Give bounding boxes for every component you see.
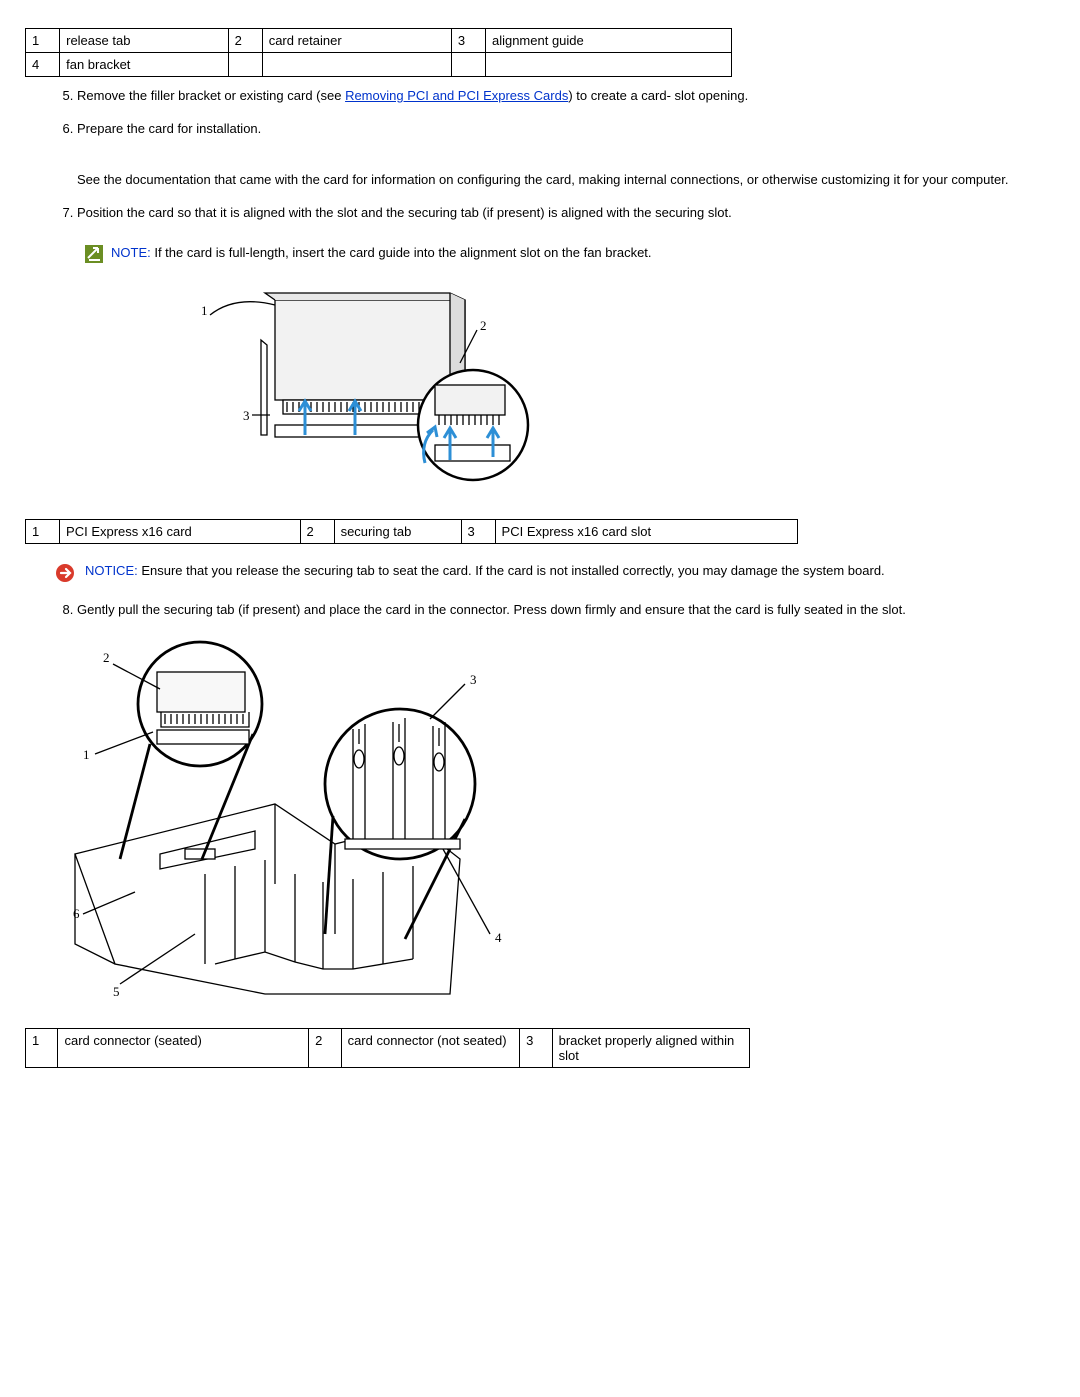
legend-label: bracket properly aligned within slot	[552, 1029, 749, 1068]
legend-num: 3	[520, 1029, 552, 1068]
legend-num	[228, 53, 262, 77]
legend-num: 1	[26, 1029, 58, 1068]
legend-label: card retainer	[262, 29, 451, 53]
legend-label: card connector (seated)	[58, 1029, 309, 1068]
step-7-text: Position the card so that it is aligned …	[77, 205, 732, 220]
step-5: Remove the filler bracket or existing ca…	[77, 87, 1055, 106]
step-8: Gently pull the securing tab (if present…	[77, 601, 1055, 620]
fig2-callout-3: 3	[470, 672, 477, 687]
legend-num: 1	[26, 520, 60, 544]
legend-label: PCI Express x16 card slot	[495, 520, 797, 544]
note-block: NOTE: If the card is full-length, insert…	[85, 244, 1055, 263]
notice-text: NOTICE: Ensure that you release the secu…	[85, 562, 885, 581]
legend-label: fan bracket	[60, 53, 228, 77]
note-icon	[85, 245, 103, 263]
legend-num: 2	[228, 29, 262, 53]
legend-label	[262, 53, 451, 77]
notice-label: NOTICE:	[85, 563, 138, 578]
legend-num: 1	[26, 29, 60, 53]
fig2-callout-6: 6	[73, 906, 80, 921]
legend-num: 4	[26, 53, 60, 77]
fig1-callout-2: 2	[480, 318, 487, 333]
legend-table-2: 1PCI Express x16 card2securing tab3PCI E…	[25, 519, 798, 544]
note-label: NOTE:	[111, 245, 151, 260]
figure-seated-brackets: 2 1 3 4 5 6	[65, 634, 1055, 1014]
legend-num: 3	[451, 29, 485, 53]
notice-icon	[55, 563, 75, 583]
fig2-callout-2: 2	[103, 650, 110, 665]
figure-card-insert: 1 3 2	[195, 285, 1055, 505]
fig2-callout-4: 4	[495, 930, 502, 945]
legend-table-3: 1card connector (seated)2card connector …	[25, 1028, 750, 1068]
note-text: NOTE: If the card is full-length, insert…	[111, 244, 652, 263]
legend-label: release tab	[60, 29, 228, 53]
step-6-sub: See the documentation that came with the…	[77, 171, 1035, 190]
legend-label: PCI Express x16 card	[60, 520, 300, 544]
legend-label: securing tab	[334, 520, 461, 544]
legend-num	[451, 53, 485, 77]
legend-table-1: 1release tab2card retainer3alignment gui…	[25, 28, 732, 77]
legend-num: 2	[309, 1029, 341, 1068]
removing-pci-link[interactable]: Removing PCI and PCI Express Cards	[345, 88, 568, 103]
fig1-callout-3: 3	[243, 408, 250, 423]
legend-label: alignment guide	[485, 29, 731, 53]
step-5-prefix: Remove the filler bracket or existing ca…	[77, 88, 345, 103]
step-6-text: Prepare the card for installation.	[77, 121, 261, 136]
fig1-callout-1: 1	[201, 303, 208, 318]
fig2-callout-5: 5	[113, 984, 120, 999]
step-7: Position the card so that it is aligned …	[77, 204, 1055, 223]
legend-num: 3	[461, 520, 495, 544]
step-5-suffix: ) to create a card- slot opening.	[568, 88, 748, 103]
legend-label: card connector (not seated)	[341, 1029, 520, 1068]
instruction-list-2: Gently pull the securing tab (if present…	[25, 601, 1055, 620]
step-8-text: Gently pull the securing tab (if present…	[77, 602, 906, 617]
instruction-list: Remove the filler bracket or existing ca…	[25, 87, 1055, 222]
notice-block: NOTICE: Ensure that you release the secu…	[55, 562, 1055, 583]
fig2-callout-1: 1	[83, 747, 90, 762]
step-6: Prepare the card for installation. See t…	[77, 120, 1055, 190]
legend-label	[485, 53, 731, 77]
legend-num: 2	[300, 520, 334, 544]
